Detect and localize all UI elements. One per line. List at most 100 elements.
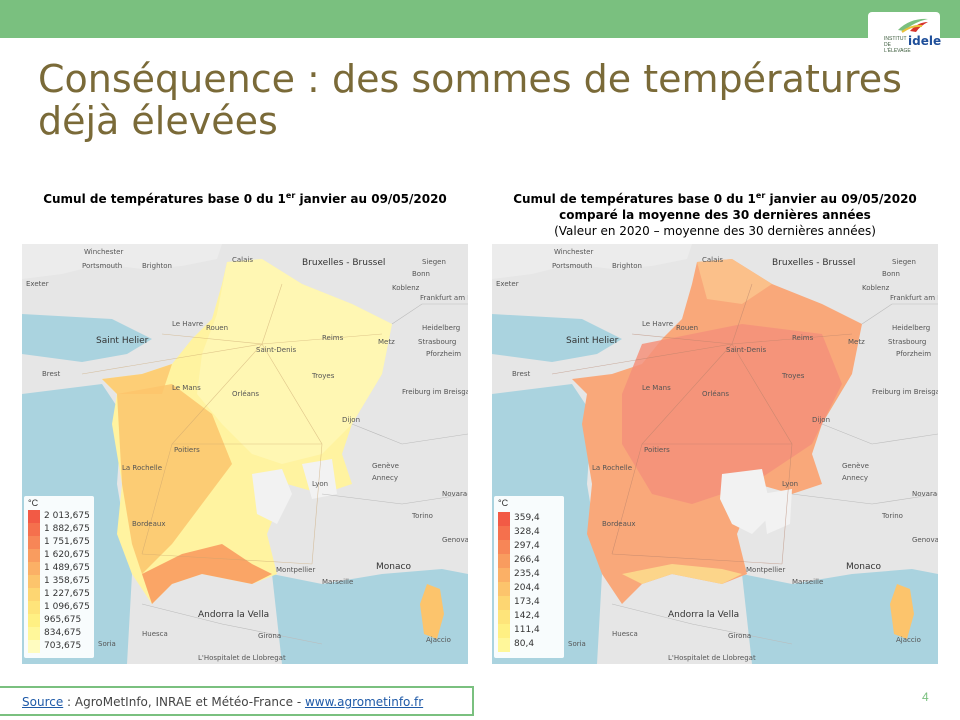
map-label: Heidelberg: [892, 324, 931, 332]
map-label: Andorra la Vella: [198, 610, 270, 620]
legend-row: 173,4: [498, 596, 564, 610]
map-label: La Rochelle: [592, 464, 633, 472]
right-caption-post: janvier au 09/05/2020: [765, 192, 917, 206]
legend-value: 2 013,675: [44, 511, 90, 521]
legend-value: 1 227,675: [44, 589, 90, 599]
legend-swatch: [28, 523, 40, 536]
map-label: Huesca: [142, 630, 168, 638]
legend-value: 111,4: [514, 625, 540, 635]
legend-value: 328,4: [514, 527, 540, 537]
map-label: Freiburg im Breisgau: [872, 388, 938, 396]
map-label: Torino: [882, 512, 903, 520]
map-label: Poitiers: [644, 446, 670, 454]
left-map-caption: Cumul de températures base 0 du 1er janv…: [22, 188, 468, 207]
map-label: Frankfurt am Main: [890, 294, 938, 302]
map-label: Winchester: [554, 248, 594, 256]
map-label: Novara: [442, 490, 468, 498]
legend-row: 235,4: [498, 568, 564, 582]
map-label: Pforzheim: [426, 350, 462, 358]
map-label: Strasbourg: [888, 338, 927, 346]
map-label: Siegen: [892, 258, 916, 266]
map-label: Metz: [848, 338, 865, 346]
map-label: Ajaccio: [896, 636, 921, 644]
legend-value: 80,4: [514, 639, 535, 649]
right-caption-pre: Cumul de températures base 0 du 1: [513, 192, 756, 206]
legend-value: 235,4: [514, 569, 540, 579]
map-label: Monaco: [376, 562, 411, 572]
map-label: Annecy: [372, 474, 398, 482]
legend-row: 1 620,675: [28, 549, 94, 562]
page-number: 4: [922, 690, 929, 704]
legend-value: 266,4: [514, 555, 540, 565]
map-label: Bonn: [882, 270, 900, 278]
map-label: Brighton: [142, 262, 172, 270]
left-map-graphic: [22, 244, 468, 664]
map-label: Siegen: [422, 258, 446, 266]
map-label: Annecy: [842, 474, 868, 482]
legend-value: 703,675: [44, 641, 82, 651]
legend-row: 703,675: [28, 640, 94, 653]
map-label: Torino: [412, 512, 433, 520]
map-label: Strasbourg: [418, 338, 457, 346]
legend-value: 173,4: [514, 597, 540, 607]
map-label: La Rochelle: [122, 464, 163, 472]
agrometinfo-link[interactable]: www.agrometinfo.fr: [304, 695, 424, 709]
map-label: Portsmouth: [552, 262, 593, 270]
legend-value: 142,4: [514, 611, 540, 621]
legend-swatch: [28, 575, 40, 588]
legend-value: 1 358,675: [44, 576, 90, 586]
map-label: Rouen: [676, 324, 699, 332]
legend-row: 1 882,675: [28, 523, 94, 536]
map-label: Le Mans: [642, 384, 671, 392]
map-label: Genève: [842, 462, 869, 470]
legend-swatch: [498, 568, 510, 582]
idele-logo: INSTITUT DE L'ÉLEVAGE idele: [868, 12, 941, 56]
legend-row: 1 227,675: [28, 588, 94, 601]
map-label: Reims: [792, 334, 814, 342]
left-caption-pre: Cumul de températures base 0 du 1: [43, 192, 286, 206]
legend-swatch: [28, 627, 40, 640]
legend-swatch: [498, 554, 510, 568]
map-label: Poitiers: [174, 446, 200, 454]
source-link[interactable]: Source: [22, 695, 64, 709]
map-label: Montpellier: [276, 566, 316, 574]
map-label: Girona: [258, 632, 282, 640]
map-label: Frankfurt am Main: [420, 294, 468, 302]
left-temperature-map[interactable]: Winchester Portsmouth Brighton Calais Br…: [22, 244, 468, 664]
legend-row: 328,4: [498, 526, 564, 540]
legend-swatch: [28, 536, 40, 549]
legend-swatch: [498, 596, 510, 610]
map-label: Calais: [232, 256, 254, 264]
map-label: Orléans: [702, 390, 730, 398]
map-label: Heidelberg: [422, 324, 461, 332]
map-label: Marseille: [322, 578, 354, 586]
map-label: Rouen: [206, 324, 229, 332]
legend-value: 965,675: [44, 615, 82, 625]
map-label: Lyon: [312, 480, 329, 488]
legend-swatch: [498, 610, 510, 624]
map-label: Bonn: [412, 270, 430, 278]
map-label: Soria: [98, 640, 116, 648]
right-caption-line3: (Valeur en 2020 – moyenne des 30 dernièr…: [554, 224, 876, 238]
legend-value: 1 882,675: [44, 524, 90, 534]
legend-row: 834,675: [28, 627, 94, 640]
map-label: Troyes: [782, 372, 805, 380]
top-banner: [0, 0, 960, 38]
map-label: Le Mans: [172, 384, 201, 392]
map-label: Saint-Denis: [256, 346, 297, 354]
map-label: Ajaccio: [426, 636, 451, 644]
legend-value: 834,675: [44, 628, 82, 638]
right-caption-sup: er: [755, 191, 766, 200]
legend-value: 204,4: [514, 583, 540, 593]
map-label: Pforzheim: [896, 350, 932, 358]
map-label: Monaco: [846, 562, 881, 572]
right-temperature-map[interactable]: Winchester Portsmouth Brighton Calais Br…: [492, 244, 938, 664]
map-label: Freiburg im Breisgau: [402, 388, 468, 396]
legend-swatch: [28, 640, 40, 653]
map-label: Bordeaux: [602, 520, 636, 528]
map-label: Saint Helier: [96, 336, 149, 346]
legend-row: 142,4: [498, 610, 564, 624]
logo-small-text: INSTITUT DE L'ÉLEVAGE: [884, 36, 911, 54]
legend-value: 1 096,675: [44, 602, 90, 612]
source-description: : AgroMetInfo, INRAE et Météo-France -: [63, 695, 305, 709]
